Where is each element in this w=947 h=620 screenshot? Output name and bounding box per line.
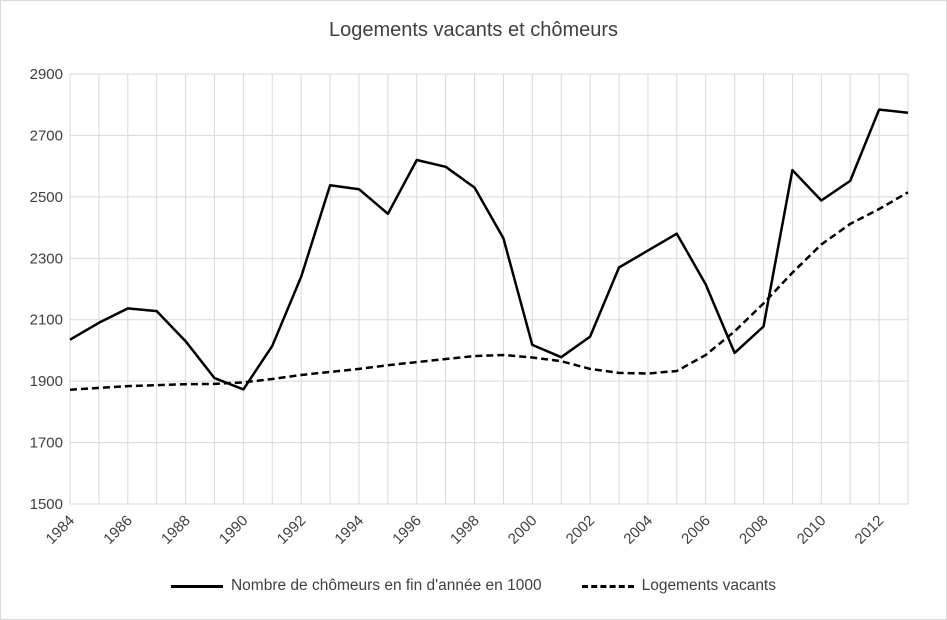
legend: Nombre de chômeurs en fin d'année en 100…	[1, 577, 946, 595]
x-tick-label: 1984	[43, 512, 79, 548]
legend-swatch-solid	[170, 584, 223, 588]
y-tick-label: 1900	[30, 373, 63, 390]
x-tick-label: 1994	[331, 512, 367, 548]
x-tick-label: 2000	[505, 512, 541, 548]
x-tick-label: 2002	[563, 512, 599, 548]
x-tick-label: 2006	[678, 512, 714, 548]
grid	[69, 73, 909, 505]
x-tick-label: 1988	[158, 512, 194, 548]
series-lines	[69, 108, 909, 391]
y-tick-label: 2100	[30, 312, 63, 329]
x-tick-label: 1998	[447, 512, 483, 548]
x-tick-label: 1990	[216, 512, 252, 548]
y-tick-label: 2500	[30, 189, 63, 206]
y-tick-label: 1700	[30, 435, 63, 452]
x-axis-ticks: 1984 1986 1988 1990 1992 1994 1996 1998 2000 2002…	[43, 512, 888, 548]
y-tick-label: 2700	[30, 127, 63, 144]
series-line-chomeurs	[69, 108, 909, 391]
chart-title: Logements vacants et chômeurs	[328, 19, 619, 41]
x-tick-label: 2008	[736, 512, 772, 548]
legend-label: Nombre de chômeurs en fin d'année en 100…	[230, 577, 542, 594]
x-tick-label: 1986	[100, 512, 136, 548]
y-axis-ticks: 1500 1700 1900 2100 2300 2500 2700 2900	[30, 66, 63, 513]
x-tick-label: 2012	[852, 512, 888, 548]
y-tick-label: 2300	[30, 250, 63, 267]
y-tick-label: 2900	[30, 66, 63, 83]
x-tick-label: 1996	[389, 512, 425, 548]
legend-label: Logements vacants	[641, 577, 776, 594]
x-tick-label: 2004	[620, 512, 656, 548]
x-tick-label: 1992	[274, 512, 310, 548]
y-tick-label: 1500	[30, 496, 63, 513]
legend-swatch-dashed	[581, 584, 634, 588]
series-line-logements-vacants	[69, 191, 909, 391]
x-tick-label: 2010	[794, 512, 830, 548]
legend-item-chomeurs: Nombre de chômeurs en fin d'année en 100…	[170, 577, 542, 595]
legend-item-logements: Logements vacants	[581, 577, 776, 595]
